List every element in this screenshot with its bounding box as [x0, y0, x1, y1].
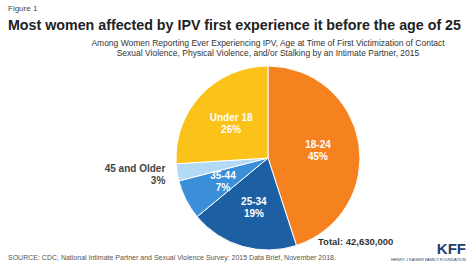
- subtitle: Sexual Violence, Physical Violence, and/…: [117, 48, 420, 58]
- logo: KFF: [437, 240, 466, 257]
- pie: [176, 66, 360, 250]
- figure-label: Figure 1: [8, 4, 38, 13]
- slice-value: 7%: [216, 182, 231, 193]
- slice-value: 26%: [221, 124, 241, 135]
- source: SOURCE: CDC, National Intimate Partner a…: [8, 254, 336, 262]
- slice-label: Under 18: [210, 112, 253, 123]
- pie-slice: [176, 66, 268, 164]
- title: Most women affected by IPV first experie…: [8, 17, 461, 33]
- slice-value: 3%: [151, 175, 166, 186]
- slice-value: 19%: [244, 208, 264, 219]
- slice-label: 25-34: [241, 196, 267, 207]
- slice-value: 45%: [308, 151, 328, 162]
- slice-label: 45 and Older: [105, 163, 166, 174]
- chart: Figure 1 Most women affected by IPV first…: [0, 0, 474, 266]
- subtitle: Among Women Reporting Ever Experiencing …: [91, 38, 445, 48]
- slice-label: 35-44: [210, 170, 236, 181]
- total-note: Total: 42,630,000: [318, 236, 393, 247]
- logo-text: HENRY J KAISER FAMILY FOUNDATION: [391, 257, 466, 262]
- data-labels: 18-2445% 25-3419% 35-447% 45 and Older3% Und…: [105, 112, 332, 218]
- slice-label: 18-24: [305, 139, 331, 150]
